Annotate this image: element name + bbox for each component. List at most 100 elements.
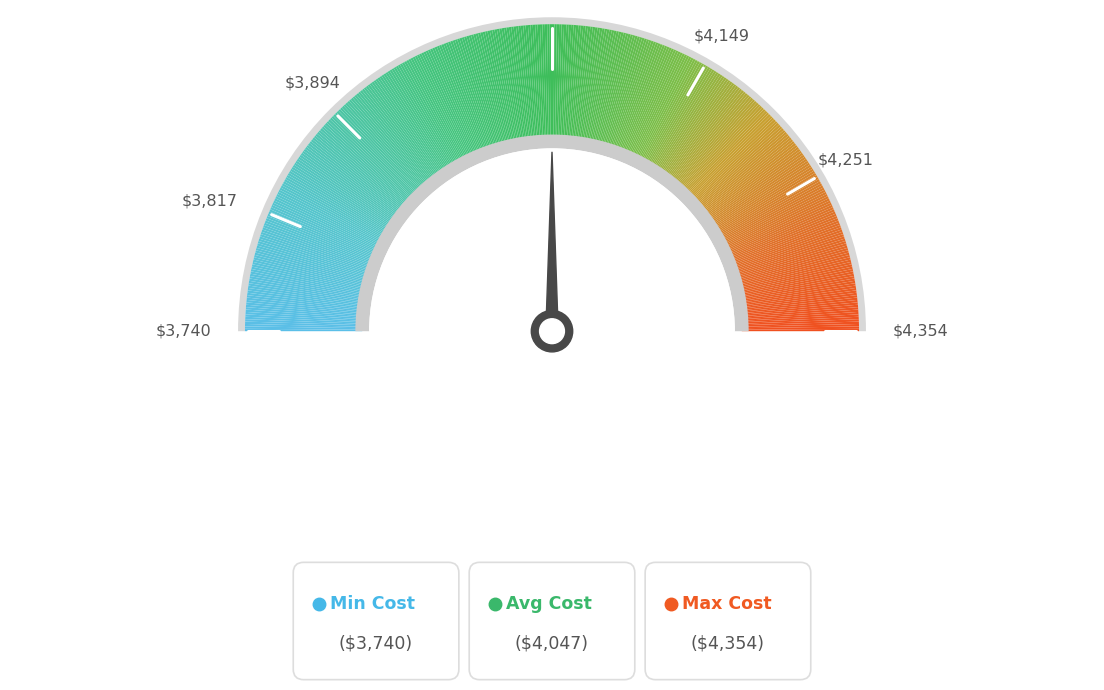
Wedge shape (673, 95, 750, 186)
Wedge shape (266, 218, 375, 263)
Wedge shape (740, 283, 856, 303)
Wedge shape (739, 274, 854, 297)
Wedge shape (288, 172, 390, 235)
Wedge shape (431, 48, 478, 157)
Wedge shape (599, 34, 630, 148)
Wedge shape (550, 24, 552, 141)
Wedge shape (453, 40, 492, 152)
Wedge shape (735, 253, 849, 284)
Text: Min Cost: Min Cost (330, 595, 415, 613)
Wedge shape (739, 278, 854, 300)
Wedge shape (686, 112, 769, 197)
Wedge shape (373, 80, 443, 177)
Wedge shape (611, 39, 649, 151)
Wedge shape (263, 225, 374, 267)
Wedge shape (628, 50, 678, 158)
Wedge shape (616, 42, 658, 153)
Wedge shape (394, 67, 456, 168)
Wedge shape (697, 132, 787, 209)
Wedge shape (307, 145, 401, 217)
Wedge shape (501, 28, 522, 144)
Wedge shape (558, 24, 564, 141)
Wedge shape (413, 57, 467, 162)
Wedge shape (320, 128, 410, 207)
Wedge shape (698, 134, 788, 210)
Wedge shape (716, 177, 819, 237)
Wedge shape (245, 322, 362, 327)
Wedge shape (528, 25, 539, 142)
Wedge shape (645, 63, 704, 166)
Polygon shape (203, 332, 901, 676)
Wedge shape (369, 148, 735, 331)
Wedge shape (299, 155, 396, 224)
Wedge shape (507, 27, 526, 144)
Wedge shape (644, 62, 702, 166)
Wedge shape (327, 121, 414, 202)
Wedge shape (245, 319, 362, 325)
Wedge shape (609, 39, 647, 150)
Wedge shape (492, 30, 517, 145)
Wedge shape (639, 59, 696, 164)
Wedge shape (587, 30, 612, 145)
Text: ($3,740): ($3,740) (339, 634, 413, 652)
Wedge shape (426, 50, 476, 158)
Wedge shape (566, 25, 578, 142)
Wedge shape (687, 114, 771, 198)
Wedge shape (736, 262, 851, 290)
Wedge shape (257, 243, 370, 278)
Wedge shape (742, 322, 859, 327)
Wedge shape (253, 259, 368, 288)
Wedge shape (358, 92, 434, 184)
Wedge shape (585, 29, 607, 144)
Wedge shape (375, 79, 444, 176)
Wedge shape (668, 88, 742, 182)
Wedge shape (712, 167, 813, 230)
Wedge shape (349, 99, 427, 189)
Wedge shape (269, 209, 378, 257)
Wedge shape (283, 181, 386, 240)
Wedge shape (277, 192, 383, 246)
Wedge shape (248, 281, 364, 302)
Wedge shape (679, 103, 758, 191)
Wedge shape (266, 216, 376, 262)
Wedge shape (262, 230, 373, 270)
Wedge shape (710, 161, 808, 227)
Wedge shape (256, 246, 370, 279)
Wedge shape (590, 30, 614, 146)
Wedge shape (411, 58, 466, 163)
Wedge shape (302, 150, 399, 221)
Wedge shape (665, 84, 736, 179)
Wedge shape (331, 116, 417, 199)
Wedge shape (741, 293, 857, 309)
Wedge shape (555, 24, 560, 141)
Wedge shape (741, 295, 857, 310)
Wedge shape (694, 128, 784, 207)
Wedge shape (246, 300, 363, 313)
Wedge shape (612, 40, 651, 152)
Wedge shape (660, 79, 729, 176)
Wedge shape (362, 88, 436, 182)
Wedge shape (680, 104, 761, 192)
Wedge shape (238, 17, 866, 331)
Wedge shape (624, 47, 669, 156)
Wedge shape (620, 45, 665, 155)
Wedge shape (735, 250, 849, 283)
Wedge shape (330, 117, 416, 200)
Wedge shape (298, 157, 396, 224)
Wedge shape (583, 28, 605, 144)
Wedge shape (457, 39, 495, 150)
Wedge shape (406, 60, 464, 164)
Wedge shape (605, 37, 640, 150)
Wedge shape (736, 259, 851, 288)
Wedge shape (351, 98, 428, 188)
Wedge shape (446, 42, 488, 153)
Wedge shape (626, 48, 673, 157)
Wedge shape (312, 137, 405, 213)
Wedge shape (535, 24, 543, 141)
Wedge shape (499, 28, 521, 144)
Wedge shape (669, 90, 744, 183)
Wedge shape (383, 73, 449, 172)
Wedge shape (328, 119, 415, 201)
Wedge shape (656, 75, 723, 173)
Wedge shape (615, 41, 656, 152)
